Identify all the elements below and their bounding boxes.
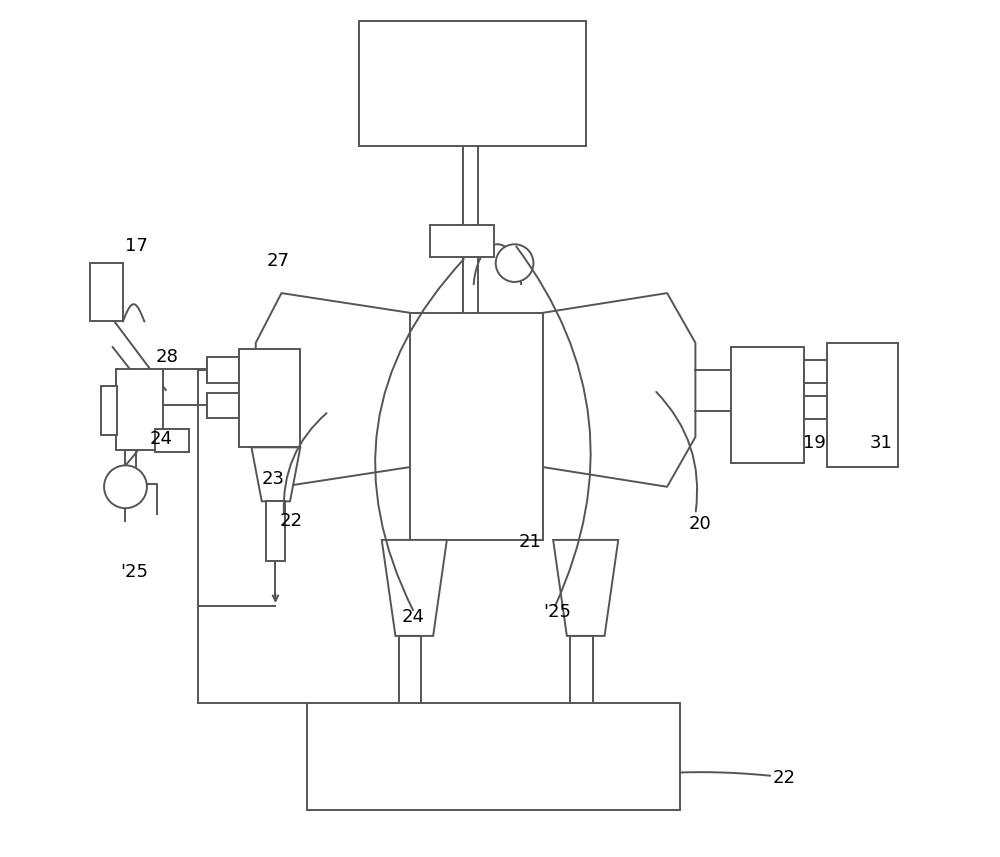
Bar xyxy=(804,360,827,383)
Bar xyxy=(266,501,285,561)
Bar xyxy=(430,225,494,257)
Bar xyxy=(827,343,898,467)
Circle shape xyxy=(104,465,147,508)
Circle shape xyxy=(496,244,533,282)
Text: 19: 19 xyxy=(803,434,826,452)
Bar xyxy=(399,636,421,704)
Text: 27: 27 xyxy=(267,252,290,270)
Text: 31: 31 xyxy=(869,434,892,452)
Bar xyxy=(307,703,680,810)
Bar xyxy=(570,636,593,704)
Text: 22: 22 xyxy=(280,512,303,530)
Text: 24: 24 xyxy=(149,430,172,448)
Text: '25: '25 xyxy=(120,563,148,581)
Bar xyxy=(101,386,117,435)
Text: 23: 23 xyxy=(262,470,285,488)
Text: 28: 28 xyxy=(155,348,178,366)
Polygon shape xyxy=(553,540,618,636)
Bar xyxy=(410,313,543,540)
Bar xyxy=(804,396,827,419)
Bar xyxy=(207,393,239,418)
Text: 21: 21 xyxy=(519,533,542,551)
Bar xyxy=(155,428,189,452)
Text: 20: 20 xyxy=(689,515,711,533)
Text: 17: 17 xyxy=(125,237,148,255)
Text: 24: 24 xyxy=(401,608,424,626)
Polygon shape xyxy=(382,540,447,636)
Bar xyxy=(90,263,123,321)
Polygon shape xyxy=(251,447,300,501)
Bar xyxy=(207,357,239,383)
Bar xyxy=(116,369,163,450)
Bar xyxy=(731,347,804,463)
Bar xyxy=(239,349,300,447)
Text: 22: 22 xyxy=(773,769,796,787)
Bar xyxy=(359,21,586,146)
Text: '25: '25 xyxy=(543,603,571,621)
